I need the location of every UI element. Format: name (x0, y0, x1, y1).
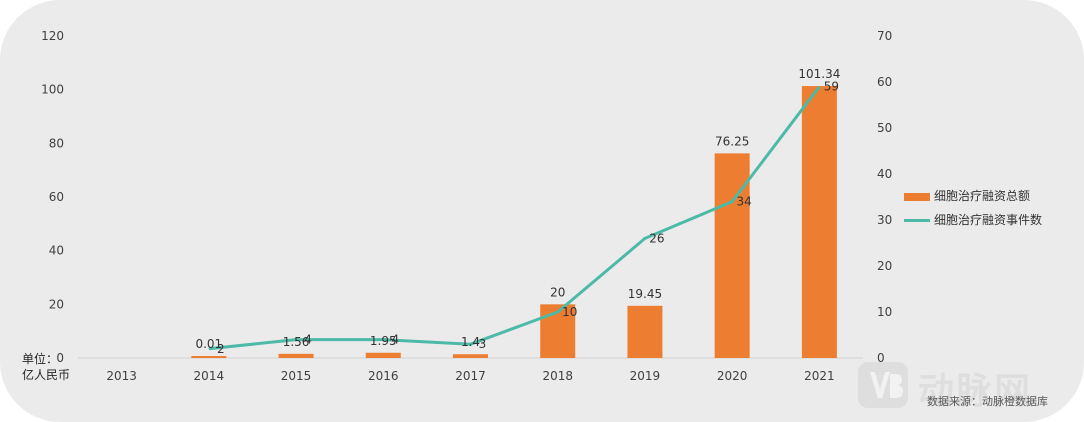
y-right-tick-label: 10 (877, 305, 892, 319)
x-tick-label: 2021 (804, 369, 835, 383)
source-note: 数据来源：动脉橙数据库 (927, 395, 1048, 408)
line-value-label: 2 (217, 342, 225, 356)
line-value-label: 26 (649, 231, 664, 245)
y-right-tick-label: 50 (877, 121, 892, 135)
line-value-label: 3 (479, 337, 487, 351)
watermark-logo-icon (858, 362, 908, 408)
y-right-tick-label: 60 (877, 75, 892, 89)
y-left-tick-label: 100 (41, 83, 64, 97)
left-axis: 20 40 60 80 100 120 0 (41, 29, 64, 365)
y-right-tick-label: 70 (877, 29, 892, 43)
y-left-tick-label: 40 (49, 244, 64, 258)
unit-label-prefix: 单位： (22, 352, 59, 366)
x-tick-label: 2014 (194, 369, 225, 383)
bar (191, 356, 227, 358)
bar (627, 305, 663, 358)
line-value-label: 10 (562, 305, 577, 319)
line-value-label: 59 (824, 80, 839, 94)
x-tick-label: 2019 (630, 369, 661, 383)
data-labels: 0.01 1.56 1.95 1.4 20 19.45 76.25 101.34 2 4 4 3 10 2… (195, 67, 840, 356)
y-right-tick-label: 0 (877, 351, 885, 365)
line-series (208, 85, 821, 351)
bar-value-label: 76.25 (715, 134, 749, 148)
x-tick-label: 2015 (281, 369, 312, 383)
legend-bar-label: 细胞治疗融资总额 (934, 189, 1031, 203)
bar-value-label: 19.45 (628, 287, 662, 301)
x-tick-label: 2017 (455, 369, 486, 383)
bar-value-label: 1.56 (283, 335, 310, 349)
y-left-tick-label: 20 (49, 297, 64, 311)
bar-value-label: 1.4 (461, 335, 480, 349)
bar (801, 86, 837, 359)
x-tick-label: 2013 (106, 369, 137, 383)
x-tick-label: 2018 (542, 369, 573, 383)
line-path (208, 85, 821, 351)
legend-item-bar: 细胞治疗融资总额 (904, 187, 1030, 204)
legend-bar-swatch (904, 192, 930, 201)
bar-value-label: 101.34 (798, 67, 840, 81)
bar-series (191, 86, 837, 359)
legend-line-label: 细胞治疗融资事件数 (934, 213, 1043, 227)
x-tick-label: 2016 (368, 369, 399, 383)
watermark-text: 动脉网 (918, 371, 1033, 412)
line-value-label: 4 (304, 333, 312, 347)
y-right-tick-label: 40 (877, 167, 892, 181)
right-axis: 0 10 20 30 40 50 60 70 (877, 29, 892, 365)
bar (453, 354, 488, 358)
bar-value-label: 1.95 (370, 334, 397, 348)
y-left-tick-label: 120 (41, 29, 64, 43)
legend-item-line: 细胞治疗融资事件数 (904, 211, 1042, 228)
line-value-label: 34 (737, 195, 752, 209)
y-right-tick-label: 30 (877, 213, 892, 227)
bar-value-label: 20 (550, 285, 565, 299)
legend-line-swatch (904, 219, 930, 222)
bar (365, 352, 401, 358)
y-left-tick-label: 0 (56, 351, 64, 365)
bar (278, 353, 314, 358)
bar-value-label: 0.01 (195, 337, 222, 351)
y-left-tick-label: 60 (49, 190, 64, 204)
watermark: 动脉网 (856, 360, 1030, 414)
x-axis: 2013 2014 2015 2016 2017 2018 2019 2020 2021 (106, 369, 834, 383)
line-value-label: 4 (391, 333, 399, 347)
y-right-tick-label: 20 (877, 259, 892, 273)
y-left-tick-label: 80 (49, 136, 64, 150)
x-tick-label: 2020 (717, 369, 748, 383)
unit-label-currency: 亿人民币 (22, 368, 71, 382)
